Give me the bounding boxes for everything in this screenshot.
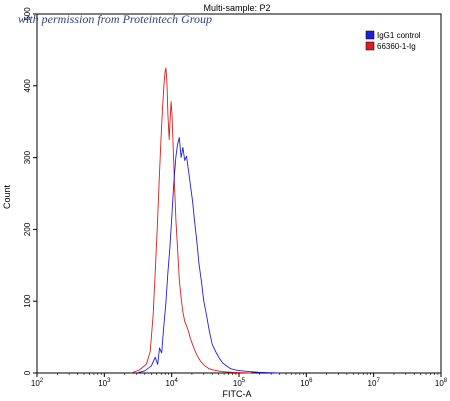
y-tick-label: 400 [23,79,32,93]
legend-swatch [365,30,375,40]
legend-label: 66360-1-Ig [377,42,416,51]
x-axis-ticks: 102 103 104 105 106 107 108 [31,373,448,388]
y-tick-label: 200 [23,222,32,236]
plot-border [36,13,442,374]
x-tick-label: 105 [233,378,246,388]
legend: IgG1 control 66360-1-Ig [365,30,421,51]
x-tick-label: 104 [166,378,179,388]
x-axis-label: FITC-A [223,389,252,399]
chart-title: Multi-sample: P2 [203,3,270,13]
x-tick-label: 108 [435,378,448,388]
legend-swatch [365,41,375,51]
y-tick-label: 500 [23,7,32,21]
series-line-igg1-control [136,137,280,374]
x-tick-label: 102 [31,378,44,388]
y-axis-label: Count [2,185,12,210]
y-tick-label: 0 [23,370,32,375]
x-tick-label: 107 [368,378,381,388]
x-tick-label: 103 [98,378,111,388]
y-axis-ticks: 0 100 200 300 400 500 [23,7,37,375]
watermark-text: with permission from Proteintech Group [18,12,212,26]
y-tick-label: 100 [23,294,32,308]
x-tick-label: 106 [300,378,313,388]
plot-frame [36,13,442,374]
series-layer [130,67,280,374]
series-line-66360-1-ig [130,67,251,374]
legend-label: IgG1 control [377,31,421,40]
y-tick-label: 300 [23,150,32,164]
